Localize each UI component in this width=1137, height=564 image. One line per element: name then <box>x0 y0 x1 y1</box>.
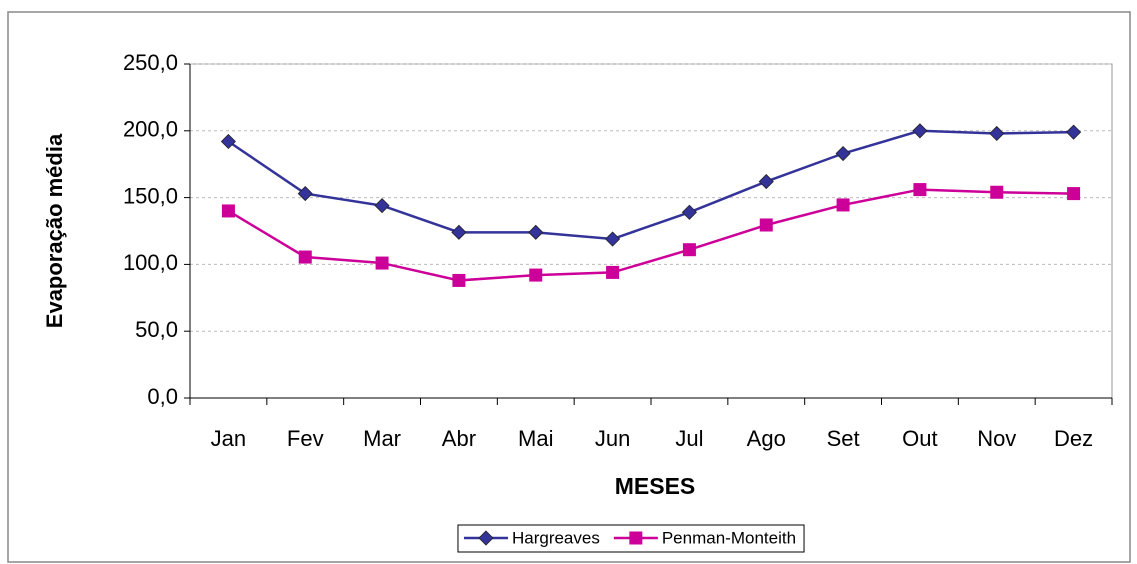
marker <box>681 204 697 220</box>
x-tick-label: Dez <box>1054 426 1093 451</box>
marker <box>374 198 390 214</box>
marker <box>989 125 1005 142</box>
y-tick-label: 0,0 <box>147 384 178 409</box>
marker <box>1067 187 1081 201</box>
marker <box>452 273 466 287</box>
marker <box>912 123 928 139</box>
legend-item: Hargreaves <box>463 528 600 547</box>
marker <box>221 204 235 218</box>
marker <box>528 224 544 240</box>
x-tick-label: Mai <box>518 426 553 451</box>
marker <box>758 174 774 190</box>
marker <box>682 243 696 257</box>
marker <box>375 256 389 270</box>
x-tick-label: Jun <box>595 426 630 451</box>
marker <box>836 198 850 212</box>
x-tick-label: Jan <box>211 426 246 451</box>
legend: Hargreaves Penman-Monteith <box>457 524 805 553</box>
legend-item: Penman-Monteith <box>613 528 796 547</box>
legend-label: Hargreaves <box>512 528 600 547</box>
marker <box>835 145 851 162</box>
x-tick-label: Fev <box>287 426 324 451</box>
legend-label: Penman-Monteith <box>662 528 796 547</box>
marker <box>529 268 543 282</box>
x-tick-label: Jul <box>675 426 703 451</box>
x-tick-label: Nov <box>977 426 1016 451</box>
y-tick-label: 200,0 <box>123 117 178 142</box>
x-tick-label: Abr <box>442 426 476 451</box>
y-axis-title: Evaporação média <box>42 133 67 328</box>
y-tick-label: 150,0 <box>123 183 178 208</box>
marker <box>298 250 312 264</box>
marker <box>297 186 313 202</box>
marker <box>990 185 1004 199</box>
marker <box>478 530 494 546</box>
x-tick-label: Out <box>902 426 937 451</box>
y-tick-label: 50,0 <box>135 317 178 342</box>
y-tick-label: 100,0 <box>123 250 178 275</box>
marker <box>759 218 773 232</box>
y-tick-label: 250,0 <box>123 50 178 75</box>
series-line <box>227 188 1074 282</box>
x-tick-label: Mar <box>363 426 401 451</box>
x-tick-label: Set <box>827 426 860 451</box>
marker <box>629 531 643 545</box>
marker <box>606 265 620 279</box>
x-axis-title: MESES <box>615 473 696 499</box>
series-line <box>227 129 1074 241</box>
marker <box>913 183 927 197</box>
marker <box>451 224 467 240</box>
plot-area <box>189 63 1113 399</box>
x-tick-label: Ago <box>747 426 786 451</box>
marker <box>1066 124 1082 140</box>
marker <box>220 133 236 150</box>
marker <box>605 231 621 247</box>
